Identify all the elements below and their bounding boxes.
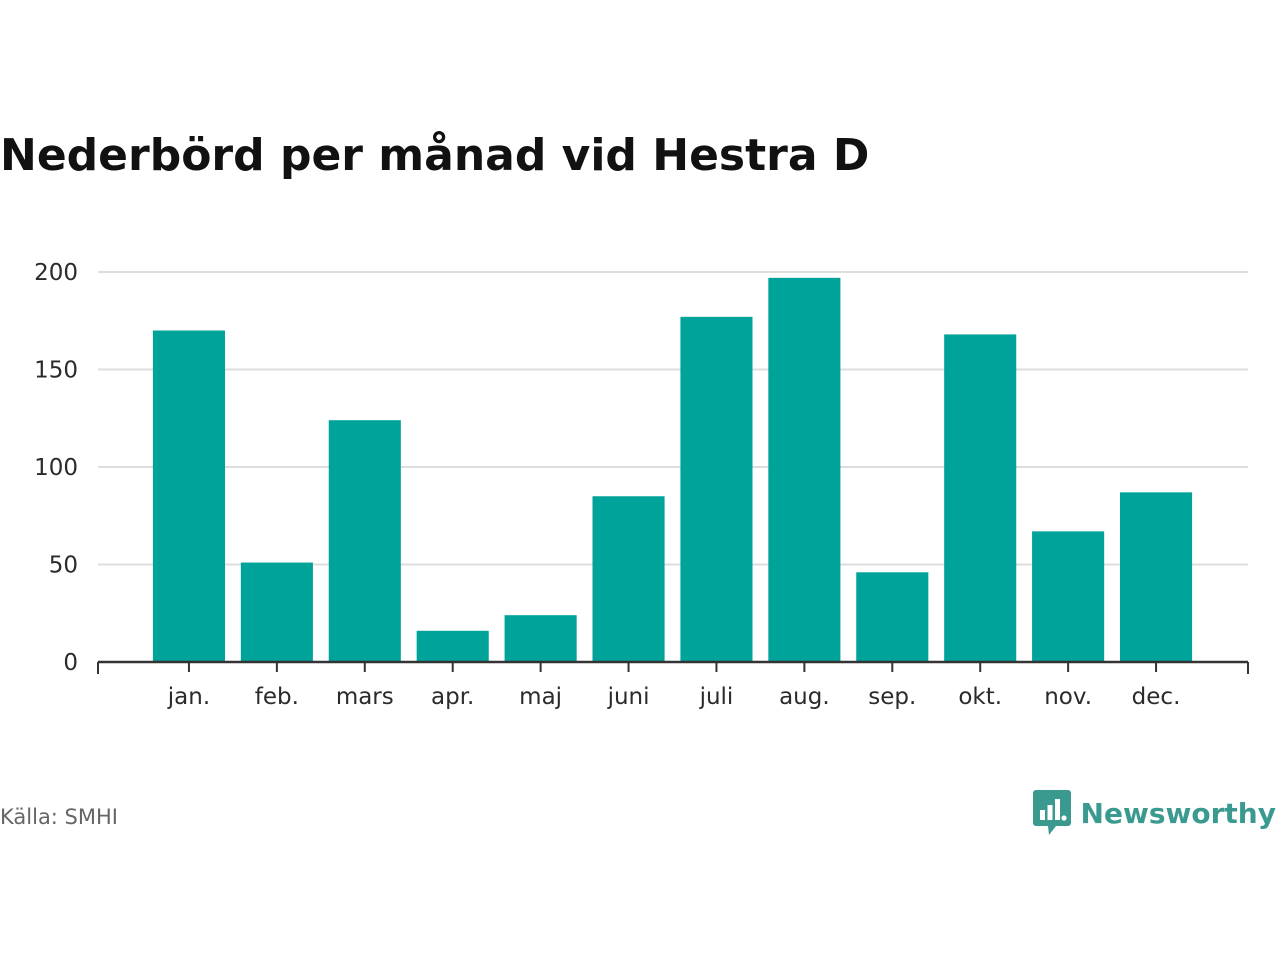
- bar-chart: 0 50 100 150 200 jan. feb. mars apr. maj juni juli…: [34, 260, 1249, 710]
- bar: [240, 562, 313, 662]
- x-axis-ticks: jan. feb. mars apr. maj juni juli aug. sep. okt. n…: [167, 684, 1181, 710]
- x-axis: [97, 660, 1249, 674]
- brand-logo: Newsworthy: [1032, 790, 1276, 836]
- x-tick-label: apr.: [431, 684, 474, 710]
- bars: [152, 277, 1193, 662]
- brand-name: Newsworthy: [1080, 796, 1276, 830]
- x-tick-label: juli: [699, 684, 734, 710]
- x-tick-label: nov.: [1044, 684, 1092, 710]
- bar: [1032, 531, 1105, 662]
- bar: [768, 277, 841, 662]
- x-tick-label: jan.: [167, 684, 210, 710]
- x-tick-label: mars: [336, 684, 394, 710]
- x-tick-label: aug.: [779, 684, 830, 710]
- x-tick-label: sep.: [868, 684, 916, 710]
- bar: [944, 334, 1017, 662]
- chart-title: Nederbörd per månad vid Hestra D: [0, 130, 870, 181]
- bar: [592, 496, 665, 662]
- x-tick-label: okt.: [958, 684, 1002, 710]
- y-axis-ticks: 0 50 100 150 200: [34, 260, 78, 676]
- x-tick-label: feb.: [255, 684, 299, 710]
- y-tick-label: 150: [34, 358, 78, 384]
- source-note: Källa: SMHI: [0, 805, 118, 829]
- bar: [328, 420, 401, 662]
- bar: [1119, 492, 1193, 662]
- bar: [504, 615, 577, 662]
- x-tick-label: dec.: [1132, 684, 1181, 710]
- bar: [680, 316, 753, 662]
- y-tick-label: 100: [34, 455, 78, 481]
- y-tick-label: 200: [34, 260, 78, 286]
- bar: [856, 572, 929, 662]
- gridlines: [98, 271, 1248, 566]
- y-tick-label: 0: [63, 650, 78, 676]
- y-tick-label: 50: [49, 553, 78, 579]
- bar: [152, 330, 226, 662]
- bar: [416, 630, 489, 662]
- x-tick-label: maj: [519, 684, 562, 710]
- x-tick-label: juni: [607, 684, 650, 710]
- bar-chart-speech-bubble-icon: [1032, 790, 1071, 835]
